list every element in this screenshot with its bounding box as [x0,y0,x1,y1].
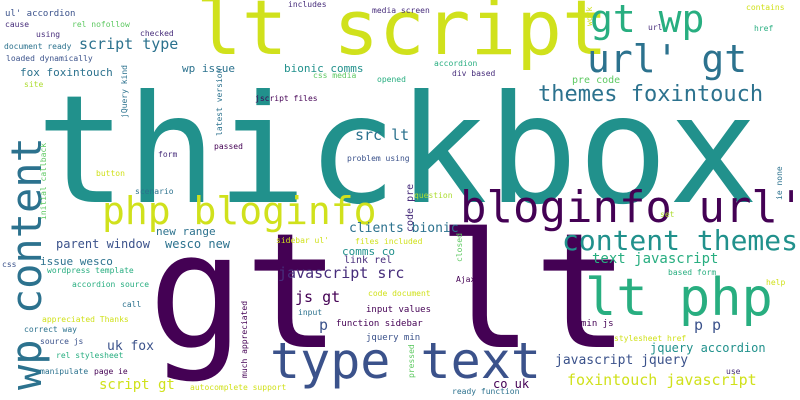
word-new-range: new range [156,225,216,238]
word-opened: opened [377,75,406,84]
word-script-gt: script gt [99,377,175,393]
word-gt-lt: gt lt [148,198,630,385]
word-href: href [754,24,774,33]
word-input-values: input values [366,305,432,315]
word-problem-using: problem using [347,154,410,163]
word-parent-window: parent window [56,237,150,251]
word-using: using [36,30,61,39]
word-accordion-source: accordion source [72,280,150,289]
word-text-javascript: text javascript [592,251,719,267]
word-function-sidebar: function sidebar [336,319,423,329]
word-stylesheet-href: stylesheet href [614,334,687,343]
word-css: css [2,260,17,269]
word-autocomplete-support: autocomplete support [190,383,287,392]
word-bionic-comms: bionic comms [284,62,364,75]
word-wordpress-template: wordpress template [47,266,134,275]
word-loaded-dynamically: loaded dynamically [6,54,93,63]
word-content-themes: content themes [562,224,799,257]
word-src-lt: src lt [355,126,410,144]
word-appreciated-thanks: appreciated Thanks [42,315,129,324]
word-rel-nofollow: rel nofollow [72,20,130,29]
word-jquery-kind: jQuery kind [120,65,129,118]
word-clients-bionic: clients bionic [349,221,459,236]
word-much-appreciated: much appreciated [240,300,249,378]
word-based-form: based form [668,268,717,277]
word-set: set [660,210,675,219]
word-help: help [766,278,786,287]
word-page-ie: page ie [94,367,128,376]
word-javascript-src: javascript src [278,264,405,282]
word-wesco-new: wesco new [165,237,231,251]
word-issue-wesco: issue wesco [40,255,113,268]
word-document-ready: document ready [4,42,72,51]
word-initial-callback: initial callback [39,142,48,220]
word-p: p [319,316,329,334]
word-ajax: Ajax [456,275,476,284]
word-files-included: files included [355,237,423,246]
word-min-js: min js [581,319,614,329]
word-javascript-jquery: javascript jquery [555,353,689,368]
word-lt-php: lt php [585,268,773,328]
word-ie-none: ie none [775,166,784,200]
word-p-p: p p [694,316,722,334]
word-jscript-files: jscript files [255,94,318,103]
word-php-bloginfo: php bloginfo [102,189,377,233]
word-url: url [648,23,663,32]
word-includes: includes [288,0,327,9]
word-checked: checked [140,29,174,38]
word-scenario: scenario [135,187,174,196]
word-call: call [122,300,142,309]
word-thickbox: thickbox [36,64,759,238]
word-uk-fox: uk fox [107,339,154,354]
word-pre-code: pre code [572,75,621,86]
word-question: question [414,191,453,200]
word-ready-function: ready function [452,387,520,396]
word-bloginfo-url: bloginfo url' [460,182,800,233]
word-link-rel: link rel [344,255,393,266]
word-lt-script: lt script [196,0,608,72]
word-comms-co: comms co [342,245,395,258]
word-work: work [585,6,594,26]
word-manipulate: manipulate [40,367,89,376]
word-wp-issue: wp issue [182,62,235,75]
word-fox-foxintouch: fox foxintouch [20,66,113,79]
word-jquery-min: jquery min [366,333,421,343]
word-js-gt: js gt [295,288,341,306]
word-use: use [726,367,741,376]
word-jquery-accordion: jquery accordion [650,341,766,355]
word-accordion: accordion [434,59,478,68]
word-cause: cause [5,20,30,29]
word-url-gt: url' gt [587,37,748,81]
word-co-uk: co uk [493,377,530,391]
word-sidebar-ul: sidebar ul' [276,236,329,245]
word-media-screen: media screen [372,6,430,15]
word-input: input [298,308,323,317]
word-passed: passed [214,142,243,151]
word-rel-stylesheet: rel stylesheet [56,351,124,360]
word-correct-way: correct way [24,325,77,334]
word-foxintouch-javascript: foxintouch javascript [567,371,757,389]
word-pressed: pressed [407,344,416,378]
word-div-based: div based [452,69,496,78]
word-ul-accordion: ul' accordion [5,9,76,19]
word-latest-version: latest version [215,68,224,136]
word-site: site [24,80,44,89]
word-code-document: code document [368,289,431,298]
word-source-js: source js [40,337,84,346]
word-form: form [158,150,178,159]
word-themes-foxintouch: themes foxintouch [538,82,764,107]
word-button: button [96,169,125,178]
word-code-pre: code pre [405,183,416,232]
word-css-media: css media [313,71,357,80]
word-contains: contains [746,3,785,12]
word-closed: closed [455,233,464,262]
word-gt-wp: gt wp [590,0,705,41]
word-type-text: type text [270,332,541,390]
word-script-type: script type [79,35,179,53]
